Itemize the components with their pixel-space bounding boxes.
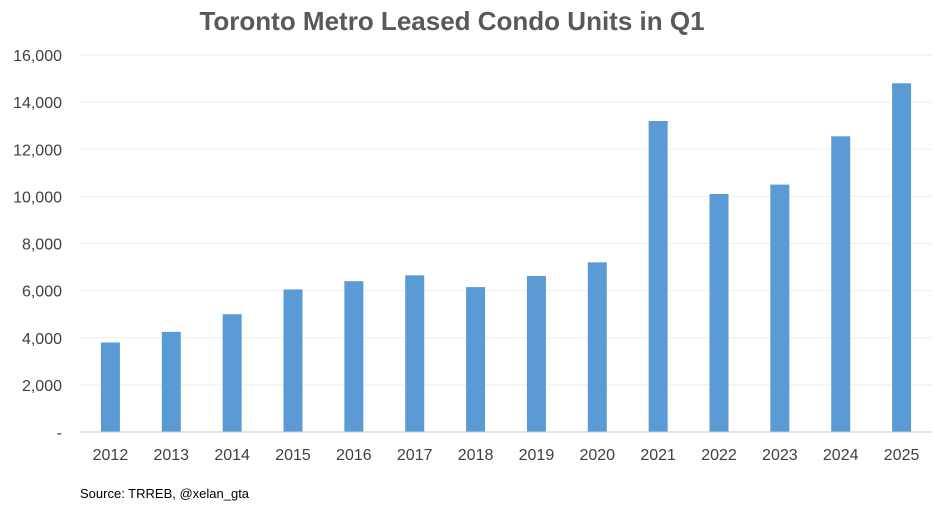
y-tick-label: 16,000 [13,48,62,65]
bar-2019 [526,276,546,432]
bar-2025 [892,83,912,433]
bar-2018 [466,287,486,432]
bar-2016 [344,281,364,432]
y-tick-label: 6,000 [22,284,62,301]
y-tick-label: 8,000 [22,237,62,254]
bar-2022 [709,194,729,432]
chart-title: Toronto Metro Leased Condo Units in Q1 [199,6,704,36]
x-tick-label: 2025 [884,447,920,464]
x-tick-label: 2020 [579,447,615,464]
x-tick-label: 2024 [823,447,859,464]
x-tick-label: 2017 [397,447,433,464]
x-tick-label: 2018 [458,447,494,464]
x-tick-label: 2013 [153,447,189,464]
x-axis-ticks: 2012 2013 2014 2015 2016 2017 2018 2019 2020 2021… [93,447,920,464]
bar-2015 [283,289,303,432]
x-tick-label: 2016 [336,447,372,464]
y-tick-label: 12,000 [13,142,62,159]
gridlines [80,54,932,386]
x-tick-label: 2014 [214,447,250,464]
bar-2012 [100,342,120,432]
y-tick-label: 14,000 [13,95,62,112]
y-axis-ticks: - 2,000 4,000 6,000 8,000 10,000 12,000 14,000 1… [13,48,62,442]
bar-2023 [770,184,790,432]
bar-2024 [831,136,851,432]
x-tick-label: 2019 [519,447,555,464]
x-tick-label: 2023 [762,447,798,464]
x-tick-label: 2012 [93,447,129,464]
y-tick-label: 2,000 [22,378,62,395]
y-tick-label: - [57,425,62,442]
x-tick-label: 2021 [640,447,676,464]
bar-2020 [587,262,607,432]
source-note: Source: TRREB, @xelan_gta [80,486,250,501]
bars [100,83,912,433]
bar-2014 [222,314,242,432]
y-tick-label: 10,000 [13,189,62,206]
x-tick-label: 2022 [701,447,737,464]
x-tick-label: 2015 [275,447,311,464]
y-tick-label: 4,000 [22,331,62,348]
bar-2021 [648,120,668,432]
bar-2017 [405,275,425,432]
bar-2013 [161,331,181,432]
